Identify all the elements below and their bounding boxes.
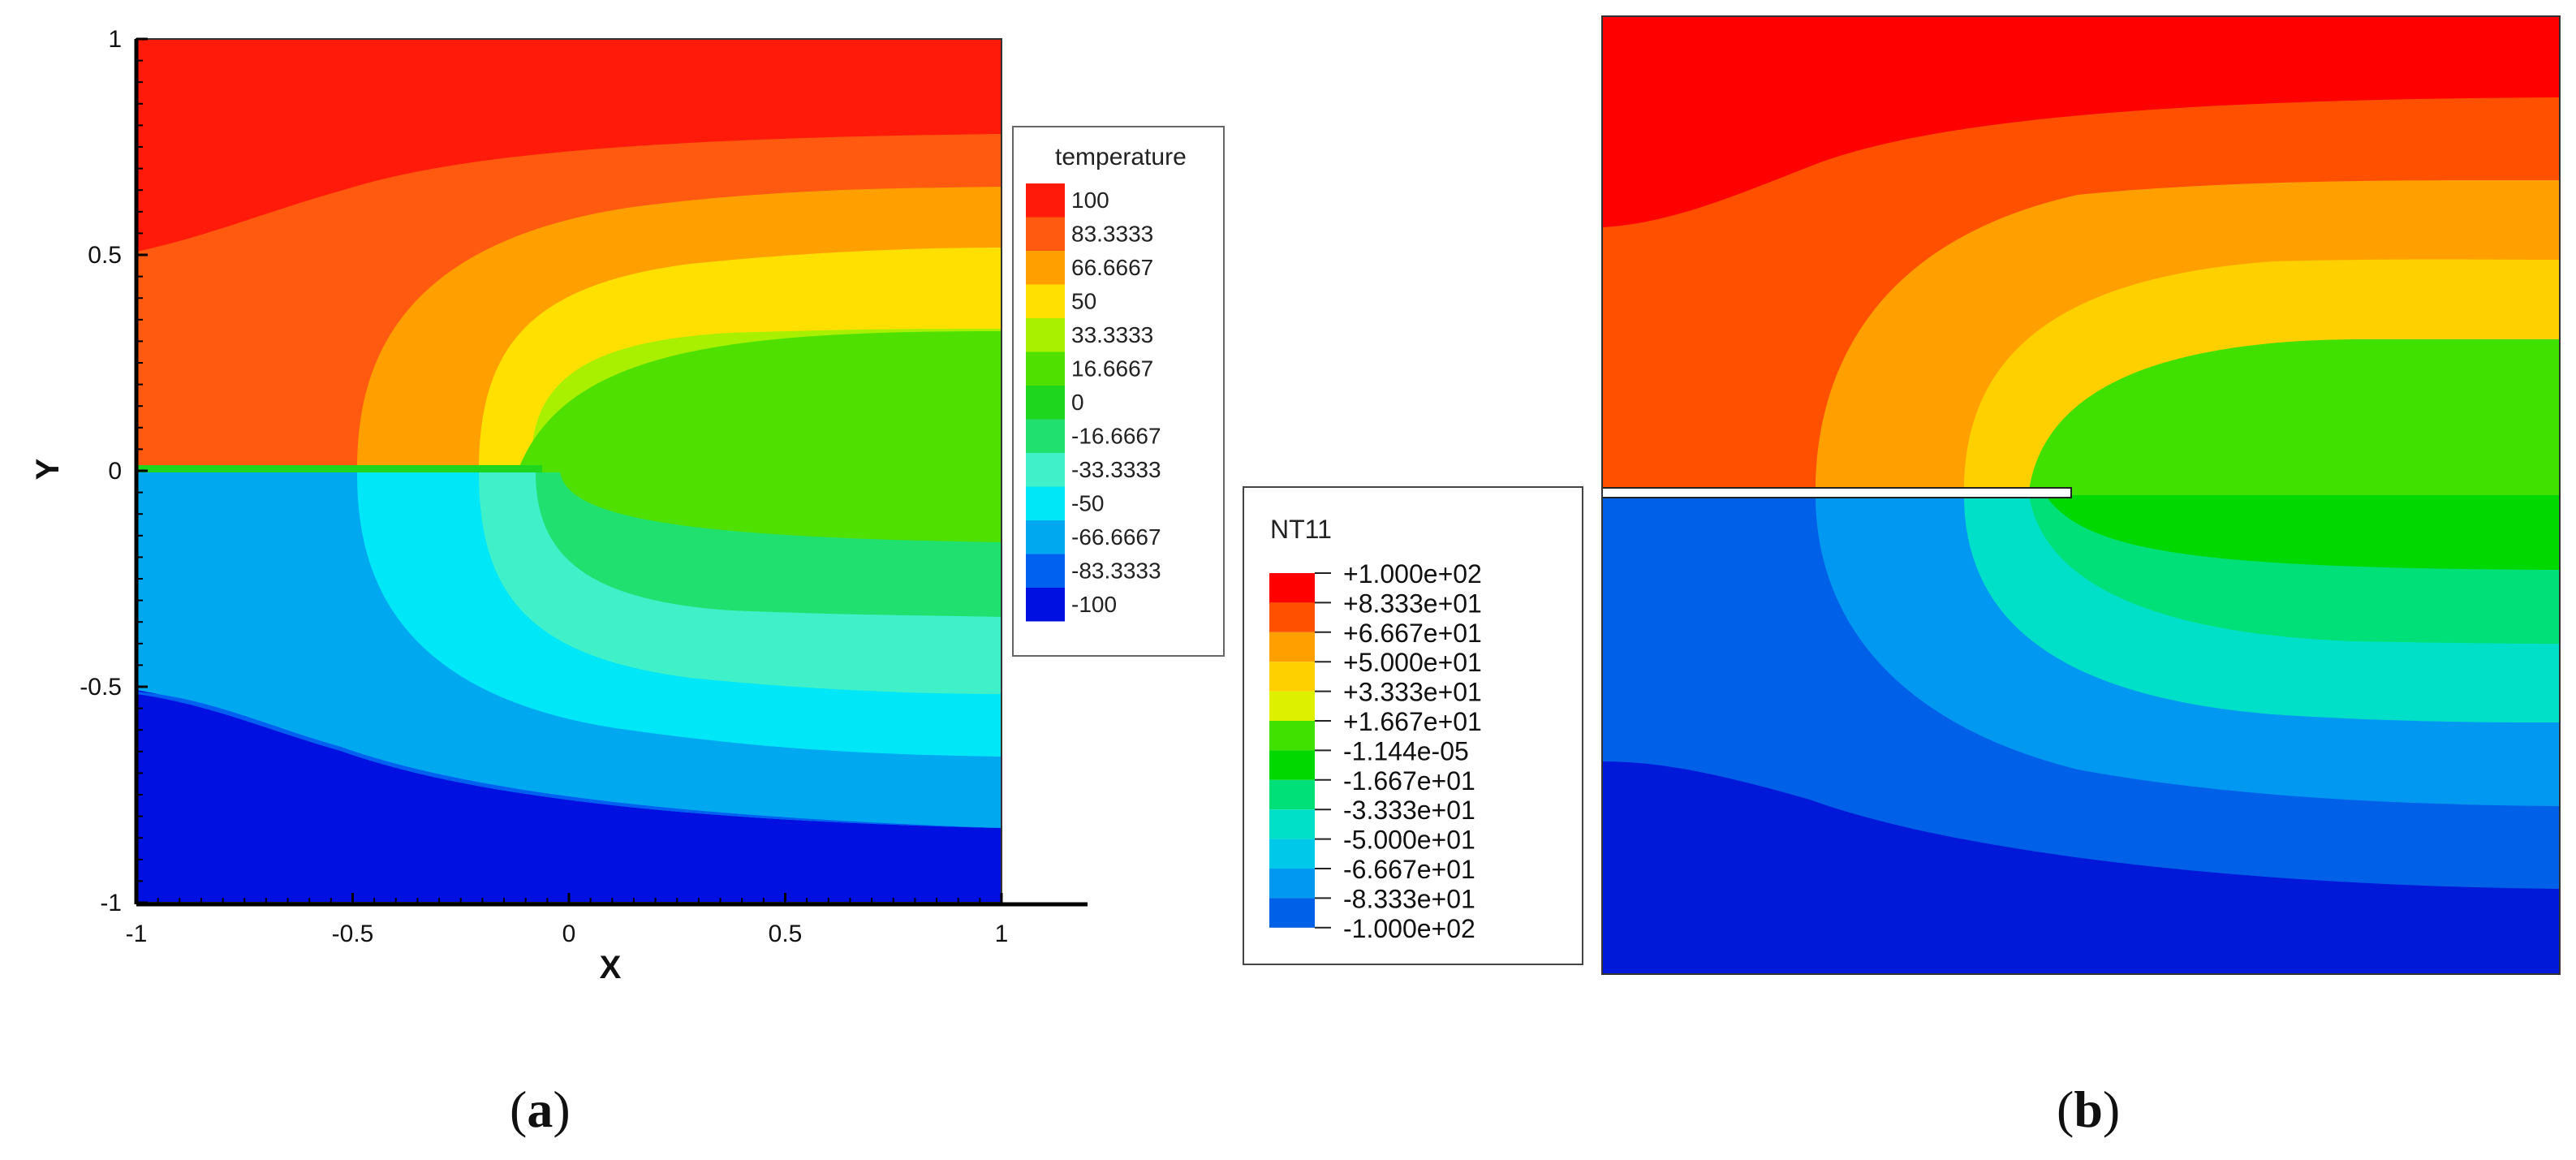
b-legend-swatch — [1269, 721, 1315, 751]
a-legend-swatch — [1026, 251, 1065, 285]
panel-a-legend: temperature 100 83.3333 66.6667 50 33.3333 16… — [1012, 126, 1225, 657]
a-legend-items: 100 83.3333 66.6667 50 33.3333 16.6667 0 -16.66… — [1026, 183, 1161, 622]
panel-b-contours — [1602, 16, 2560, 974]
b-plot-frame — [1601, 15, 2561, 975]
caption-b: (b) — [2057, 1080, 2121, 1138]
b-legend-swatch — [1269, 662, 1315, 692]
b-legend-label: -3.333e+01 — [1343, 796, 1475, 825]
b-legend-title: NT11 — [1270, 515, 1332, 544]
a-legend-swatch — [1026, 588, 1065, 622]
panel-a-plot: -1 -0.5 0 0.5 1 1 0.5 0 -0.5 -1 X Y — [30, 26, 1088, 985]
b-legend-label: +1.667e+01 — [1343, 707, 1482, 736]
a-legend-title: temperature — [1055, 144, 1187, 170]
a-legend-label: 83.3333 — [1071, 222, 1153, 247]
a-legend-swatch — [1026, 318, 1065, 352]
a-legend-label: 33.3333 — [1071, 322, 1153, 347]
a-legend-label: -83.3333 — [1071, 558, 1161, 584]
b-legend-swatch — [1269, 898, 1315, 928]
b-legend-label: +6.667e+01 — [1343, 619, 1482, 648]
b-legend-swatch — [1269, 691, 1315, 721]
a-xtick-label: -1 — [126, 921, 148, 947]
b-legend-label: -6.667e+01 — [1343, 855, 1475, 884]
a-legend-label: 50 — [1071, 289, 1096, 314]
a-legend-swatch — [1026, 386, 1065, 420]
a-legend-swatch — [1026, 183, 1065, 218]
a-legend-label: -100 — [1071, 592, 1117, 617]
b-legend-swatch — [1269, 809, 1315, 839]
panel-a-contours — [136, 39, 1002, 903]
b-legend-label: -1.667e+01 — [1343, 766, 1475, 796]
b-legend-swatch — [1269, 632, 1315, 662]
b-crack — [1602, 487, 2072, 498]
caption-a: (a) — [510, 1080, 571, 1138]
b-legend-swatch — [1269, 573, 1315, 603]
panel-b-legend: NT11 +1.000e+02+8.333e+01+6.667e+01+5.00… — [1243, 486, 1583, 965]
a-legend-swatch — [1026, 520, 1065, 554]
b-legend-items: +1.000e+02+8.333e+01+6.667e+01+5.000e+01… — [1269, 559, 1482, 943]
b-legend-label: +3.333e+01 — [1343, 678, 1482, 707]
b-legend-label: -1.144e-05 — [1343, 736, 1469, 765]
a-legend-label: -50 — [1071, 491, 1104, 516]
b-legend-swatch — [1269, 602, 1315, 632]
a-ytick-label: 1 — [108, 26, 122, 53]
b-band-lower-7 — [2045, 495, 2560, 570]
b-legend-label: -8.333e+01 — [1343, 884, 1475, 913]
a-legend-swatch — [1026, 453, 1065, 487]
a-band-lower-7 — [560, 472, 1002, 542]
b-band-lower-13 — [1602, 761, 2560, 974]
b-legend-swatch — [1269, 779, 1315, 810]
b-legend-swatch — [1269, 869, 1315, 899]
a-xtick-label: 0 — [562, 921, 576, 947]
a-legend-swatch — [1026, 217, 1065, 251]
a-legend-label: 16.6667 — [1071, 356, 1153, 382]
a-ytick-label: -0.5 — [80, 674, 122, 701]
a-legend-label: -66.6667 — [1071, 524, 1161, 550]
a-legend-swatch — [1026, 284, 1065, 318]
a-legend-label: -33.3333 — [1071, 457, 1161, 482]
a-xlabel: X — [600, 950, 622, 985]
a-legend-label: 100 — [1071, 188, 1109, 213]
b-legend-swatch — [1269, 839, 1315, 869]
a-ytick-label: 0.5 — [88, 242, 122, 269]
a-ytick-label: -1 — [100, 890, 122, 916]
a-legend-swatch — [1026, 419, 1065, 453]
a-legend-label: 0 — [1071, 390, 1084, 415]
b-legend-swatch — [1269, 750, 1315, 780]
b-legend-label: +5.000e+01 — [1343, 648, 1482, 677]
a-band-lower-13 — [136, 690, 1002, 903]
b-legend-label: -5.000e+01 — [1343, 826, 1475, 855]
a-legend-swatch — [1026, 554, 1065, 588]
a-legend-label: -16.6667 — [1071, 424, 1161, 449]
a-xtick-label: 1 — [995, 921, 1009, 947]
a-legend-swatch — [1026, 486, 1065, 520]
a-legend-label: 66.6667 — [1071, 255, 1153, 280]
b-legend-label: +8.333e+01 — [1343, 589, 1482, 618]
b-legend-label: +1.000e+02 — [1343, 559, 1482, 589]
b-legend-label: -1.000e+02 — [1343, 914, 1475, 943]
a-legend-swatch — [1026, 351, 1065, 386]
a-xtick-label: -0.5 — [332, 921, 374, 947]
a-ytick-label: 0 — [108, 458, 122, 485]
a-ticks: -1 -0.5 0 0.5 1 1 0.5 0 -0.5 -1 X Y — [30, 26, 1008, 985]
a-ylabel: Y — [30, 458, 66, 480]
panel-b-plot — [1601, 15, 2561, 975]
a-xtick-label: 0.5 — [769, 921, 803, 947]
a-crack — [136, 465, 542, 472]
